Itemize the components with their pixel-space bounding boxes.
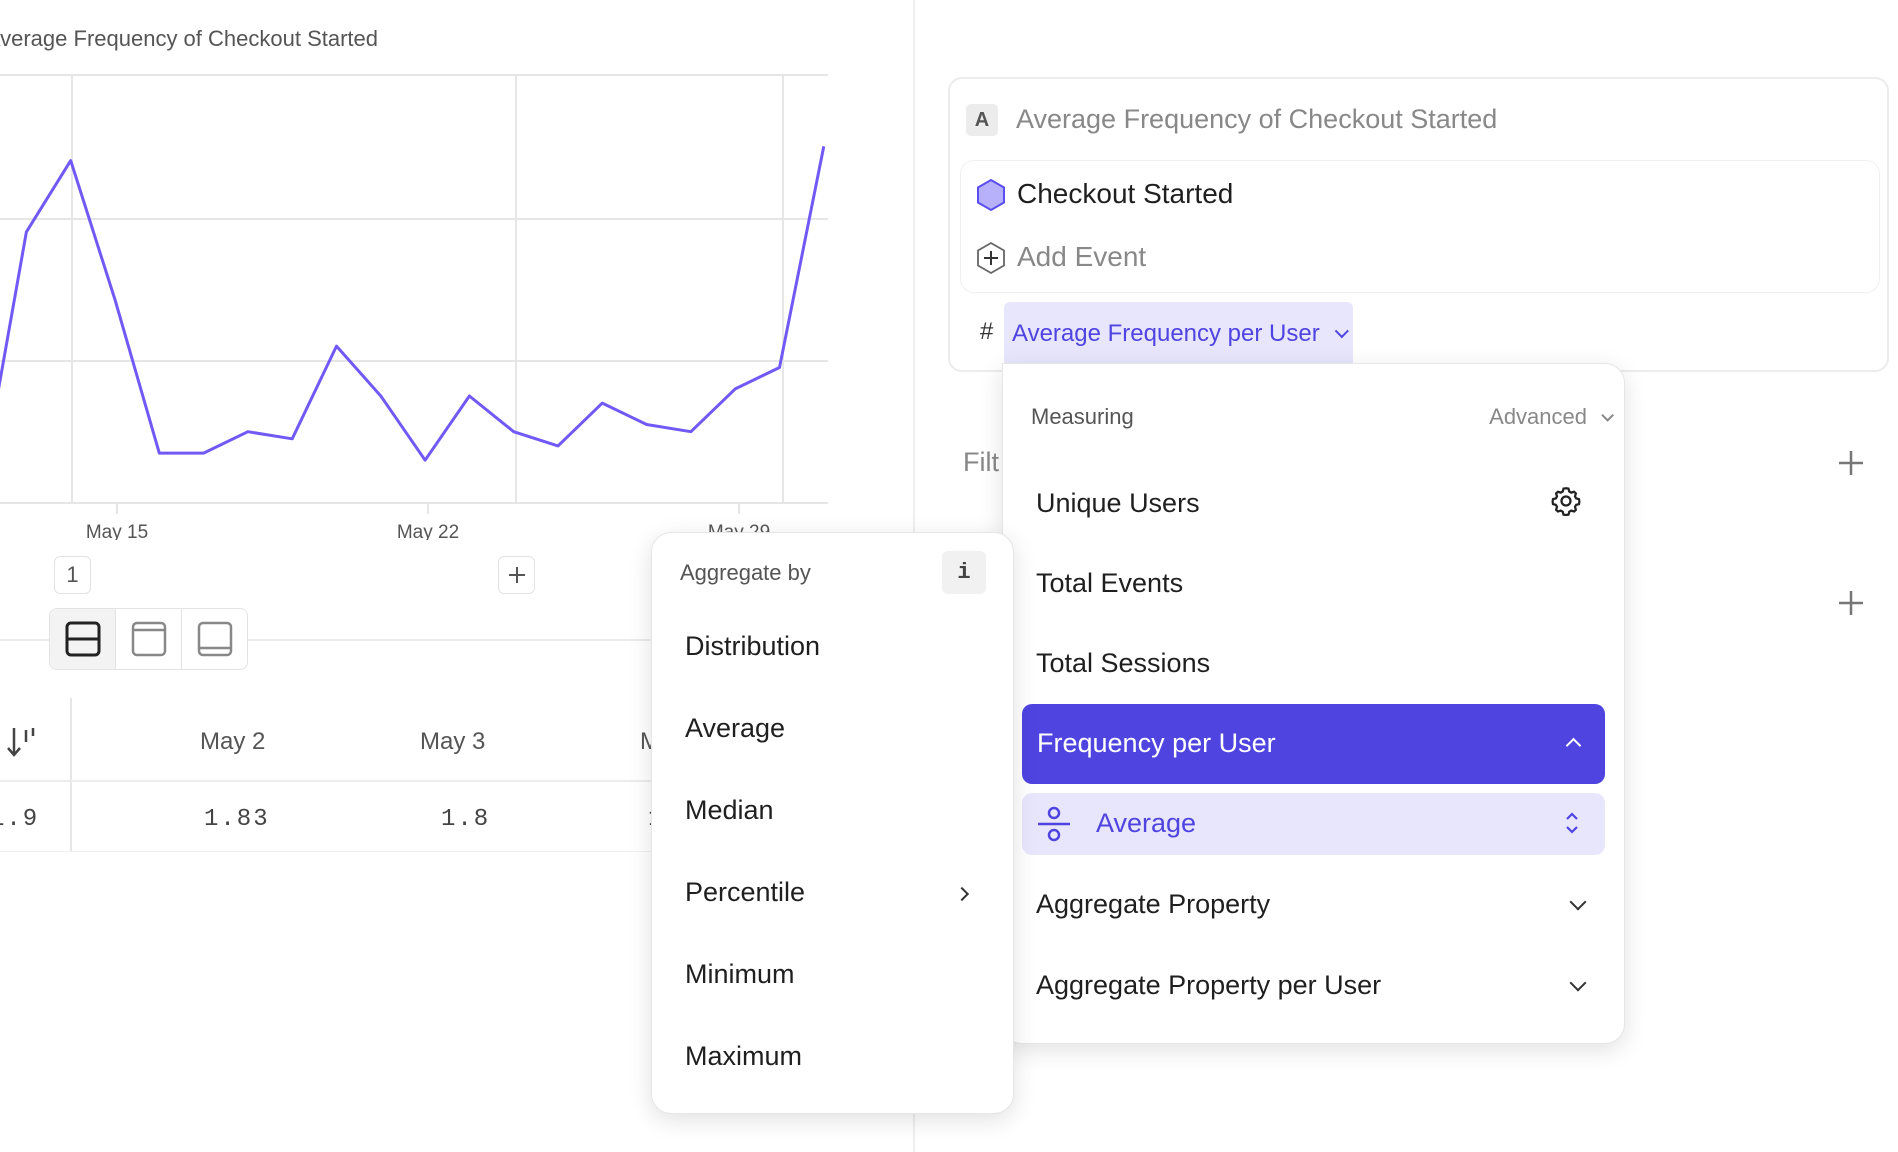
chevron-up-icon: [1565, 737, 1582, 754]
table-cell: 1.9: [0, 806, 40, 833]
sort-descending-icon: [7, 728, 35, 757]
info-icon: i: [957, 560, 971, 585]
aggregate-item-distribution[interactable]: Distribution: [685, 631, 821, 661]
divider: [0, 639, 660, 641]
menu-item-total-sessions[interactable]: Total Sessions: [1036, 648, 1211, 678]
table-only-layout-button[interactable]: [182, 609, 247, 669]
table-only-layout-icon: [197, 621, 232, 657]
table-cell: 1.83: [204, 806, 270, 833]
series-line: [0, 146, 826, 462]
add-breakdown-button[interactable]: [1838, 590, 1864, 621]
frequency-aggregation-selector[interactable]: Average: [1022, 793, 1605, 855]
split-layout-button[interactable]: [50, 609, 116, 669]
add-button[interactable]: [498, 556, 535, 594]
aggregate-by-header: Aggregate by: [680, 560, 811, 585]
unique-users-settings-button[interactable]: [1551, 486, 1581, 521]
plus-icon: [1839, 591, 1863, 615]
info-button[interactable]: i: [942, 551, 986, 594]
hash-icon: #: [980, 318, 994, 345]
aggregate-item-percentile[interactable]: Percentile: [685, 877, 806, 907]
chevron-down-icon: [1569, 893, 1587, 911]
advanced-toggle[interactable]: Advanced: [1489, 404, 1614, 430]
chevron-down-icon: [1334, 323, 1349, 338]
aggregation-label: Average: [1096, 808, 1197, 838]
measure-selector[interactable]: Average Frequency per User: [1004, 302, 1353, 365]
series-page-button[interactable]: 1: [54, 556, 91, 594]
menu-item-label: Frequency per User: [1037, 728, 1276, 758]
chevron-down-icon: [1569, 974, 1587, 992]
event-icon: [975, 178, 1007, 217]
x-tick-label: May 15: [86, 522, 148, 540]
chevron-right-icon: [954, 886, 970, 902]
hexagon-icon: [977, 178, 1005, 212]
plus-icon: [508, 567, 525, 583]
chart-only-layout-button[interactable]: [116, 609, 182, 669]
add-event-icon: [975, 241, 1007, 280]
measure-label: Average Frequency per User: [1012, 319, 1320, 347]
aggregate-item-median[interactable]: Median: [685, 795, 774, 825]
metric-title[interactable]: Average Frequency of Checkout Started: [1016, 104, 1498, 134]
metric-letter-badge: A: [966, 104, 998, 136]
menu-item-aggregate-property-per-user[interactable]: Aggregate Property per User: [1036, 970, 1382, 1000]
chart-only-layout-icon: [131, 621, 166, 657]
measuring-menu: Measuring Advanced Unique Users Total Ev…: [1002, 363, 1625, 1044]
sort-button[interactable]: [6, 724, 38, 765]
aggregate-by-menu: Aggregate by i Distribution Average Medi…: [651, 532, 1014, 1114]
events-box: Checkout Started Add Event: [960, 160, 1880, 293]
menu-item-unique-users[interactable]: Unique Users: [1036, 488, 1200, 518]
chevron-down-icon: [1601, 408, 1614, 422]
chart-title: Average Frequency of Checkout Started: [0, 26, 378, 51]
aggregate-item-average[interactable]: Average: [685, 713, 786, 743]
add-filter-button[interactable]: [1838, 450, 1864, 481]
menu-item-total-events[interactable]: Total Events: [1036, 568, 1184, 598]
column-header[interactable]: May 3: [420, 728, 486, 755]
add-event-button[interactable]: Add Event: [1017, 241, 1147, 272]
aggregate-item-maximum[interactable]: Maximum: [685, 1041, 803, 1071]
advanced-label: Advanced: [1489, 404, 1587, 429]
average-divide-icon: [1038, 806, 1070, 842]
table-cell: 1.8: [441, 806, 491, 833]
gridlines: [0, 74, 828, 514]
table-header-divider: [0, 780, 660, 782]
measuring-header: Measuring: [1031, 404, 1134, 429]
plus-icon: [1839, 451, 1863, 475]
table-row-divider: [0, 851, 660, 852]
metric-card: A Average Frequency of Checkout Started …: [948, 77, 1889, 372]
x-tick-label: May 22: [397, 522, 459, 540]
menu-item-frequency-per-user[interactable]: Frequency per User: [1022, 704, 1605, 784]
table-column-divider: [70, 698, 72, 851]
split-layout-icon: [65, 621, 100, 657]
column-header[interactable]: May 2: [200, 728, 266, 755]
menu-item-aggregate-property[interactable]: Aggregate Property: [1036, 889, 1271, 919]
line-chart: May 15 May 22 May 29: [0, 74, 828, 540]
event-name[interactable]: Checkout Started: [1017, 178, 1234, 209]
aggregate-item-minimum[interactable]: Minimum: [685, 959, 795, 989]
layout-toggle: [49, 608, 248, 670]
gear-icon: [1551, 487, 1581, 517]
hexagon-plus-icon: [977, 241, 1005, 275]
filter-section-label: Filt: [963, 447, 999, 477]
up-down-chevron-icon: [1566, 812, 1578, 834]
